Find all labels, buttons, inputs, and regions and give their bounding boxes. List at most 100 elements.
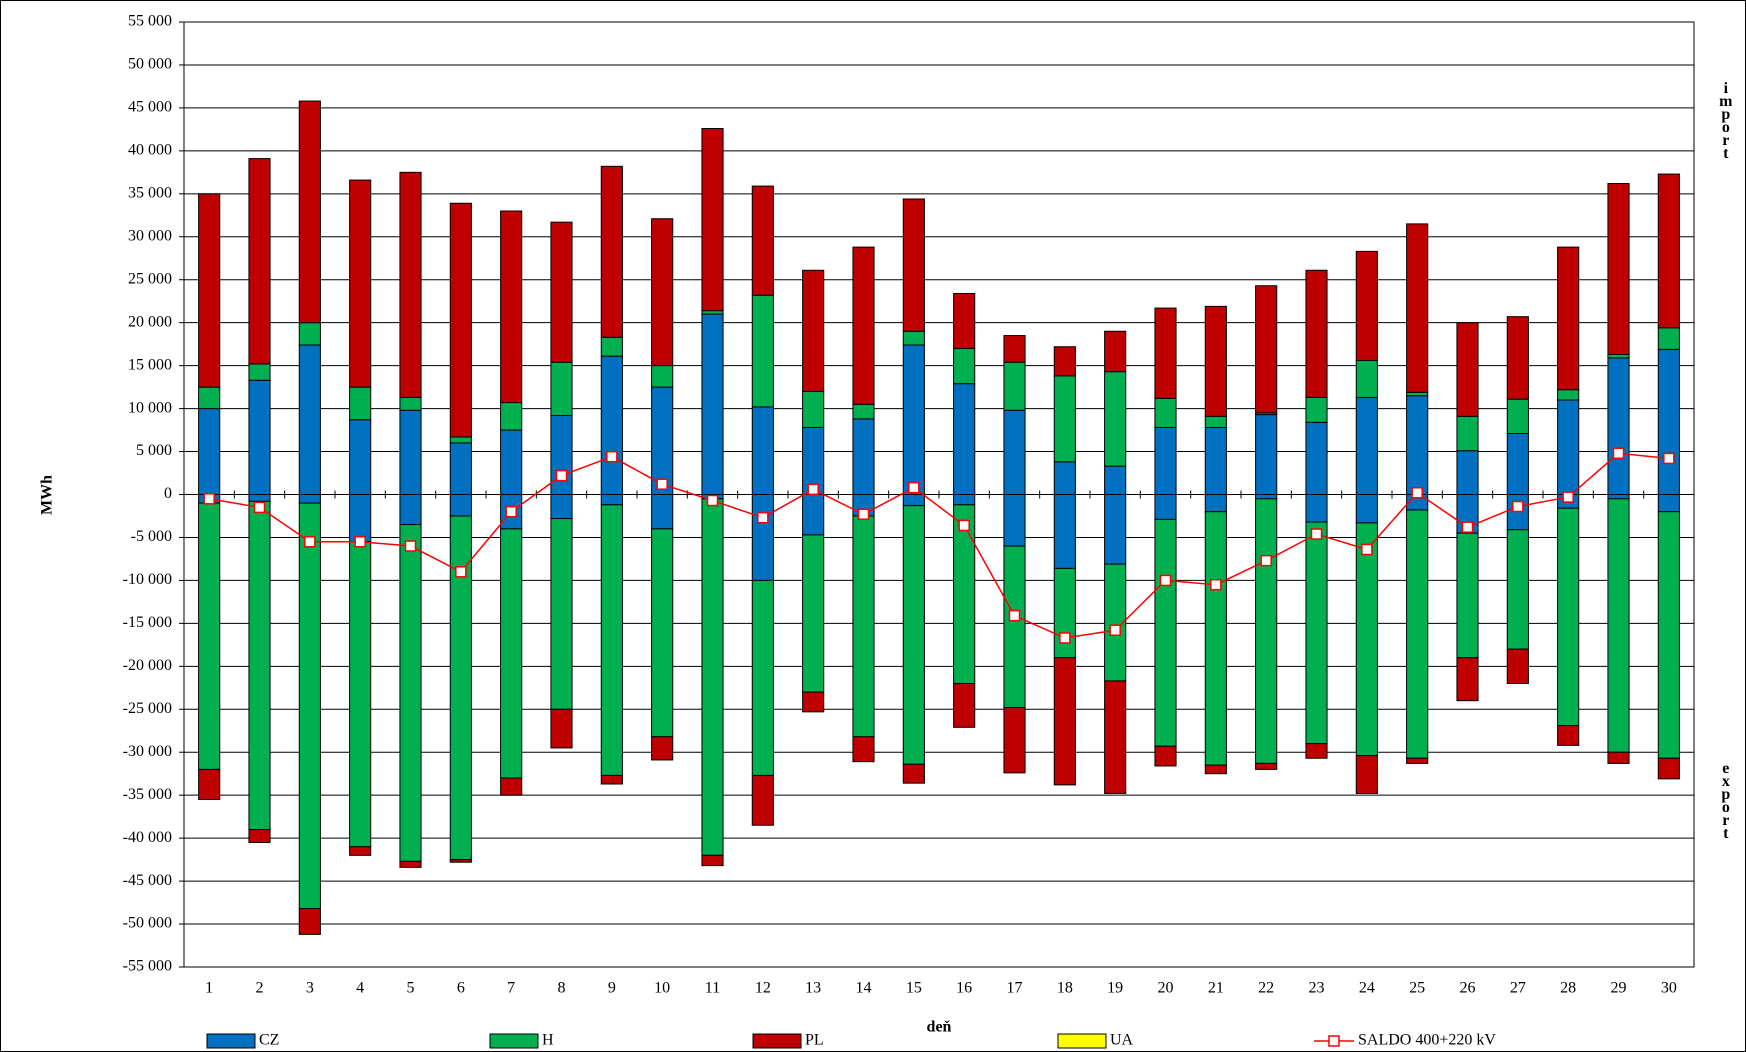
bar-segment: [802, 269, 825, 392]
bar-segment: [751, 774, 774, 826]
saldo-marker: [656, 478, 668, 490]
y-tick-label: 10 000: [128, 399, 172, 416]
bar-segment: [1305, 421, 1328, 495]
bar-segment: [852, 515, 875, 738]
x-tick-label: 4: [356, 980, 364, 997]
x-tick-label: 15: [906, 980, 922, 997]
bar-segment: [298, 502, 321, 910]
bar-segment: [449, 202, 472, 438]
bar-segment: [852, 736, 875, 763]
bar-segment: [1355, 359, 1378, 398]
saldo-marker: [1008, 609, 1021, 622]
bar-segment: [1607, 751, 1630, 764]
bar-segment: [248, 494, 271, 502]
bar-segment: [651, 494, 674, 530]
bar-segment: [1305, 743, 1328, 759]
bar-segment: [1406, 391, 1429, 397]
x-tick-label: 27: [1510, 980, 1526, 997]
x-tick-label: 13: [805, 980, 821, 997]
bar-segment: [550, 708, 573, 749]
bar-segment: [751, 406, 774, 496]
bar-segment: [1506, 398, 1529, 435]
y-tick-label: -45 000: [123, 872, 172, 889]
bar-segment: [1255, 285, 1278, 414]
x-tick-label: 12: [755, 980, 771, 997]
bar-segment: [651, 528, 674, 738]
bar-segment: [248, 158, 271, 365]
bar-segment: [1204, 511, 1227, 766]
legend-marker: [1328, 1035, 1340, 1047]
bar-segment: [1506, 316, 1529, 400]
bar-segment: [751, 294, 774, 408]
y-tick-label: 5 000: [136, 442, 172, 459]
x-tick-label: 29: [1611, 980, 1627, 997]
saldo-marker: [555, 469, 568, 482]
bar-segment: [852, 403, 875, 420]
bar-segment: [1003, 494, 1026, 547]
bar-segment: [1406, 395, 1429, 496]
bar-segment: [1003, 545, 1026, 709]
bar-segment: [651, 386, 674, 496]
bar-segment: [399, 494, 422, 526]
bar-segment: [1003, 707, 1026, 774]
bar-segment: [1204, 415, 1227, 428]
bar-segment: [1607, 498, 1630, 753]
bar-segment: [1154, 397, 1177, 428]
x-tick-label: 3: [306, 980, 314, 997]
y-tick-label: -40 000: [123, 829, 172, 846]
bar-segment: [1305, 521, 1328, 745]
bar-segment: [1255, 494, 1278, 500]
saldo-marker: [1612, 447, 1625, 460]
bar-segment: [802, 691, 825, 713]
bar-segment: [1657, 173, 1680, 329]
bar-segment: [1506, 433, 1529, 495]
bar-segment: [1456, 532, 1479, 659]
x-tick-label: 6: [457, 980, 465, 997]
bar-segment: [198, 408, 221, 495]
bar-segment: [500, 528, 523, 779]
saldo-marker: [706, 494, 719, 507]
bar-segment: [1204, 305, 1227, 417]
bar-segment: [953, 383, 976, 495]
bar-segment: [953, 347, 976, 385]
bar-segment: [1557, 725, 1580, 746]
saldo-marker: [1411, 487, 1423, 499]
bar-segment: [902, 763, 925, 784]
bar-segment: [399, 396, 422, 411]
bar-segment: [902, 505, 925, 765]
bar-segment: [198, 193, 221, 388]
x-tick-label: 2: [256, 980, 264, 997]
saldo-marker: [505, 505, 517, 518]
bar-segment: [500, 777, 523, 796]
x-axis-label: deň: [927, 1019, 952, 1036]
bar-segment: [449, 436, 472, 444]
export-annotation: export: [1717, 760, 1734, 838]
bar-segment: [651, 736, 674, 761]
x-tick-label: 22: [1258, 980, 1274, 997]
bar-segment: [449, 442, 472, 496]
bar-segment: [500, 210, 523, 404]
bar-segment: [1355, 396, 1378, 495]
bar-segment: [701, 313, 724, 495]
bar-segment: [349, 541, 372, 848]
bar-segment: [1406, 757, 1429, 764]
legend-label: UA: [1110, 1032, 1134, 1049]
bar-segment: [1557, 246, 1580, 391]
saldo-marker: [958, 519, 970, 532]
bar-segment: [1053, 461, 1076, 496]
saldo-marker: [304, 536, 316, 548]
x-tick-label: 10: [654, 980, 670, 997]
bar-segment: [1657, 494, 1680, 513]
bar-segment: [1204, 426, 1227, 495]
legend-swatch: [489, 1033, 539, 1049]
bar-segment: [198, 386, 221, 410]
import-annotation: import: [1717, 80, 1734, 158]
y-tick-label: 15 000: [128, 356, 172, 373]
saldo-marker: [908, 481, 920, 494]
y-tick-label: 55 000: [128, 13, 172, 30]
x-tick-label: 9: [608, 980, 616, 997]
bar-segment: [1355, 755, 1378, 794]
bar-segment: [550, 414, 573, 495]
y-tick-label: 30 000: [128, 227, 172, 244]
bar-segment: [953, 504, 976, 684]
